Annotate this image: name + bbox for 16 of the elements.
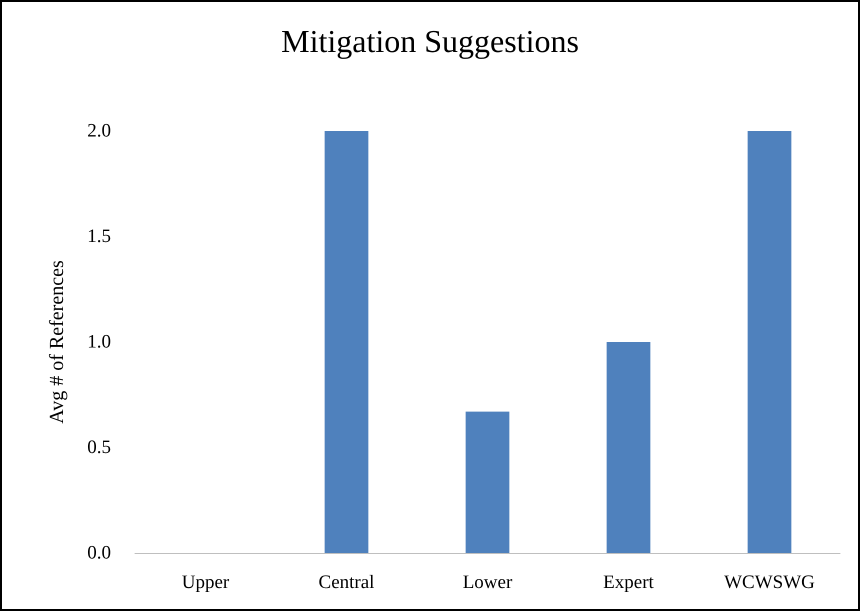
- y-tick-label: 1.5: [87, 226, 111, 247]
- y-tick-label: 2.0: [87, 120, 111, 142]
- bar: [606, 342, 650, 553]
- bar: [748, 131, 792, 553]
- x-tick-label: Lower: [462, 572, 513, 593]
- x-tick-label: Central: [318, 572, 374, 593]
- chart-title: Mitigation Suggestions: [281, 23, 579, 59]
- y-axis-title: Avg # of References: [46, 260, 68, 424]
- x-tick-label: Upper: [182, 572, 230, 593]
- bar: [324, 131, 368, 553]
- y-tick-label: 0.0: [87, 542, 111, 564]
- y-tick-label: 1.0: [87, 332, 111, 352]
- x-tick-label: WCWSWG: [724, 572, 816, 593]
- x-tick-label: Expert: [603, 572, 655, 593]
- y-tick-label: 0.5: [87, 437, 111, 458]
- bar: [466, 412, 510, 553]
